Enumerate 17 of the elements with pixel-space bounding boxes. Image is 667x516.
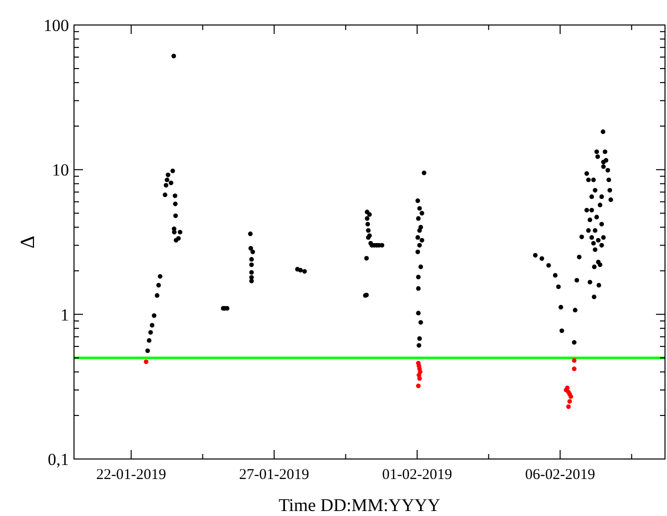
point: [417, 376, 422, 381]
point: [566, 404, 571, 409]
point: [572, 358, 577, 363]
y-axis-title: Δ: [17, 235, 39, 248]
x-tick-label: 01-02-2019: [382, 467, 452, 483]
point: [572, 366, 577, 372]
x-tick-label: 22-01-2019: [96, 467, 166, 483]
x-axis-title: Time DD:MM:YYYY: [278, 495, 440, 515]
y-tick-label: 0,1: [48, 450, 69, 469]
point: [567, 399, 572, 404]
y-tick-label: 10: [52, 160, 69, 180]
y-tick-label: 100: [44, 16, 69, 35]
x-tick-label: 06-02-2019: [525, 467, 596, 483]
y-tick-label: 1: [60, 305, 69, 324]
point: [416, 384, 421, 388]
point: [144, 359, 148, 364]
x-tick-label: 27-01-2019: [239, 467, 310, 483]
